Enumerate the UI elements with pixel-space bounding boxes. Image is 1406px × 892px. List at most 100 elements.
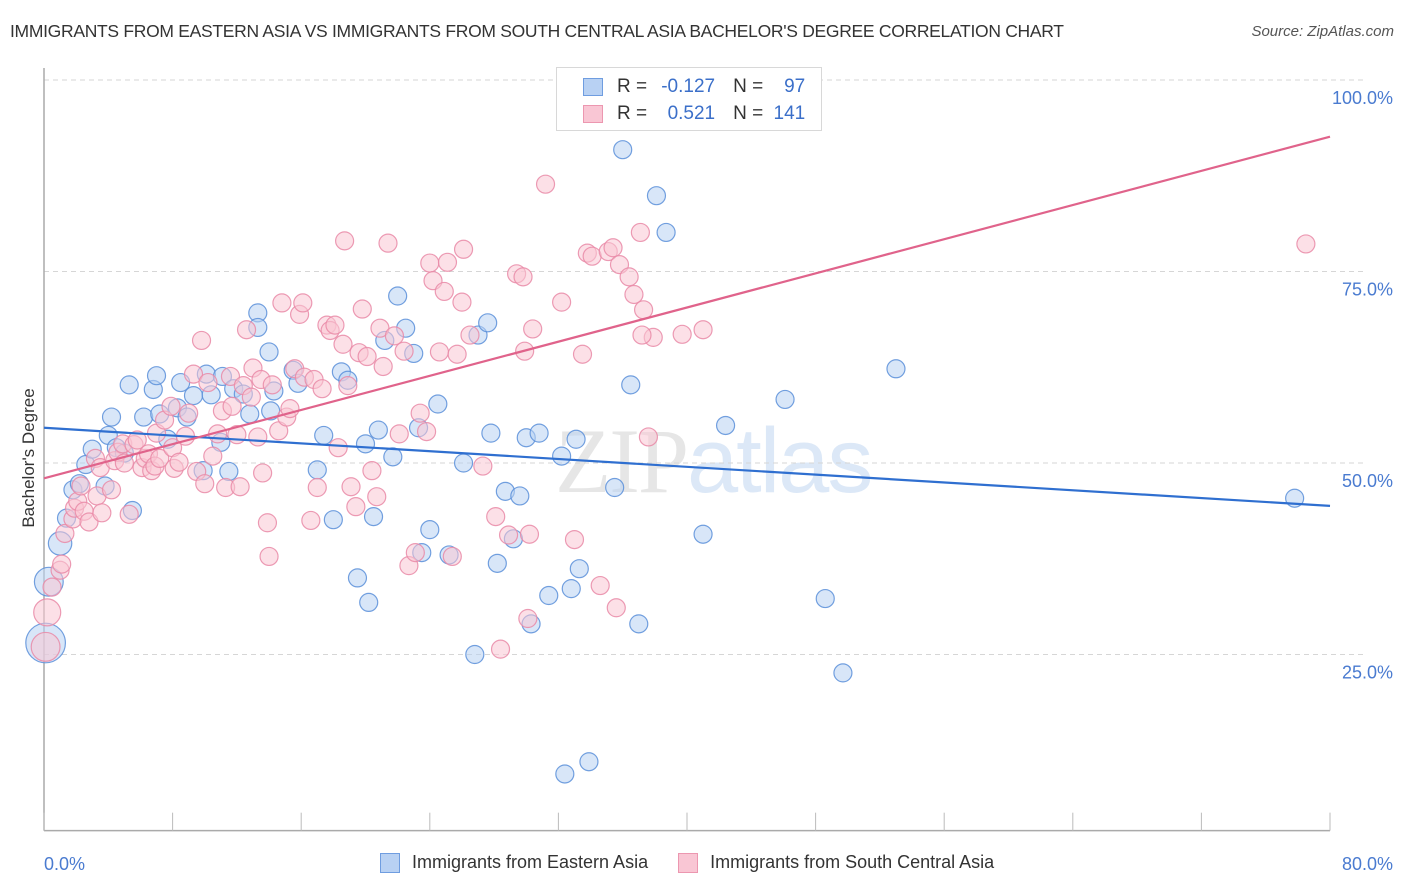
- eastern-asia-point: [555, 764, 575, 784]
- south-central-asia-point: [519, 524, 540, 544]
- legend-label: Immigrants from South Central Asia: [710, 852, 995, 872]
- r-label: R =: [617, 103, 648, 124]
- eastern-asia-point: [605, 477, 625, 498]
- south-central-asia-point: [150, 448, 170, 469]
- eastern-asia-point: [119, 375, 139, 395]
- y-tick-label: 50.0%: [1342, 471, 1393, 491]
- south-central-asia-point: [490, 639, 511, 659]
- south-central-asia-point: [410, 403, 430, 423]
- eastern-asia-point: [481, 423, 501, 443]
- legend-swatch-south-central-asia: [583, 105, 603, 123]
- y-tick-label: 100.0%: [1332, 88, 1393, 108]
- eastern-asia-point: [478, 313, 498, 333]
- south-central-asia-point: [473, 456, 493, 476]
- south-central-asia-point: [42, 577, 62, 597]
- series-south-central-asia-points: [30, 174, 1316, 662]
- n-label: N =: [733, 103, 764, 124]
- south-central-asia-point: [222, 396, 242, 416]
- south-central-asia-point: [357, 346, 377, 367]
- stats-legend-row-eastern-asia: R = -0.127 N = 97: [583, 74, 805, 100]
- stats-legend-row-south-central-asia: R = 0.521 N = 141: [583, 101, 805, 127]
- gridlines: [44, 79, 1365, 655]
- eastern-asia-point: [579, 752, 599, 772]
- south-central-asia-point: [630, 222, 650, 243]
- south-central-asia-point: [71, 476, 91, 496]
- south-central-asia-point: [619, 267, 639, 287]
- eastern-asia-point: [629, 614, 649, 634]
- eastern-asia-point: [539, 585, 559, 606]
- eastern-asia-point: [815, 588, 835, 609]
- south-central-asia-point: [513, 267, 533, 287]
- legend-item-eastern-asia[interactable]: Immigrants from Eastern Asia: [380, 852, 648, 873]
- eastern-asia-point: [359, 592, 379, 613]
- eastern-asia-point: [561, 579, 581, 599]
- south-central-asia-point: [257, 513, 278, 533]
- chart-title: IMMIGRANTS FROM EASTERN ASIA VS IMMIGRAN…: [10, 21, 1064, 41]
- south-central-asia-point: [161, 396, 181, 416]
- south-central-asia-point: [346, 497, 366, 517]
- south-central-asia-point: [179, 403, 199, 423]
- south-central-asia-point: [101, 480, 122, 500]
- south-central-asia-point: [328, 438, 348, 458]
- r-value: 0.521: [667, 103, 716, 124]
- y-axis-label: Bachelor's Degree: [19, 388, 38, 527]
- south-central-asia-point: [590, 575, 610, 596]
- south-central-asia-point: [198, 372, 218, 393]
- n-label: N =: [733, 76, 764, 97]
- eastern-asia-point: [621, 375, 641, 395]
- south-central-asia-point: [262, 375, 282, 395]
- eastern-asia-point: [388, 286, 408, 306]
- eastern-asia-point: [428, 394, 448, 414]
- eastern-asia-point: [552, 446, 572, 466]
- eastern-asia-point: [363, 507, 384, 527]
- south-central-asia-point: [552, 292, 572, 312]
- y-tick-label: 25.0%: [1342, 663, 1393, 683]
- n-value: 141: [773, 103, 806, 124]
- r-label: R =: [617, 76, 648, 97]
- south-central-asia-point: [518, 608, 538, 629]
- south-central-asia-point: [301, 510, 321, 531]
- south-central-asia-point: [389, 424, 409, 444]
- south-central-asia-point: [352, 299, 372, 319]
- south-central-asia-point: [241, 387, 261, 407]
- eastern-asia-point: [368, 420, 388, 440]
- south-central-asia-point: [564, 529, 585, 550]
- series-legend: Immigrants from Eastern Asia Immigrants …: [380, 852, 1024, 873]
- x-tick-label: 80.0%: [1342, 854, 1393, 874]
- south-central-asia-point: [434, 281, 454, 302]
- eastern-asia-point: [183, 385, 204, 406]
- eastern-asia-point: [323, 510, 343, 530]
- source-credit: Source: ZipAtlas.com: [1251, 23, 1394, 40]
- eastern-asia-point: [613, 140, 633, 160]
- eastern-asia-point: [656, 222, 676, 243]
- south-central-asia-point: [394, 341, 414, 361]
- stats-legend: R = -0.127 N = 97 R = 0.521 N = 141: [556, 67, 822, 131]
- south-central-asia-point: [373, 356, 393, 377]
- south-central-asia-point: [486, 507, 506, 527]
- legend-item-south-central-asia[interactable]: Immigrants from South Central Asia: [678, 852, 994, 873]
- y-tick-label: 75.0%: [1342, 280, 1393, 300]
- south-central-asia-point: [33, 598, 62, 627]
- eastern-asia-point: [886, 359, 906, 379]
- south-central-asia-point: [535, 174, 556, 194]
- south-central-asia-point: [420, 253, 440, 273]
- eastern-asia-point: [347, 568, 368, 588]
- south-central-asia-point: [362, 461, 382, 481]
- eastern-asia-point: [307, 460, 327, 480]
- eastern-asia-point: [101, 407, 122, 427]
- n-value: 97: [784, 76, 806, 97]
- south-central-asia-point: [195, 474, 215, 494]
- legend-swatch-eastern-asia: [583, 78, 603, 96]
- south-central-asia-point: [203, 446, 223, 466]
- eastern-asia-point: [693, 524, 713, 544]
- south-central-asia-point: [30, 631, 61, 662]
- south-central-asia-point: [624, 284, 644, 305]
- eastern-asia-point: [240, 404, 260, 424]
- south-central-asia-point: [523, 319, 543, 339]
- trend-line-south-central-asia: [43, 135, 1331, 480]
- south-central-asia-point: [248, 427, 268, 447]
- eastern-asia-point: [355, 434, 376, 454]
- south-central-asia-point: [453, 239, 474, 259]
- south-central-asia-point: [632, 325, 652, 345]
